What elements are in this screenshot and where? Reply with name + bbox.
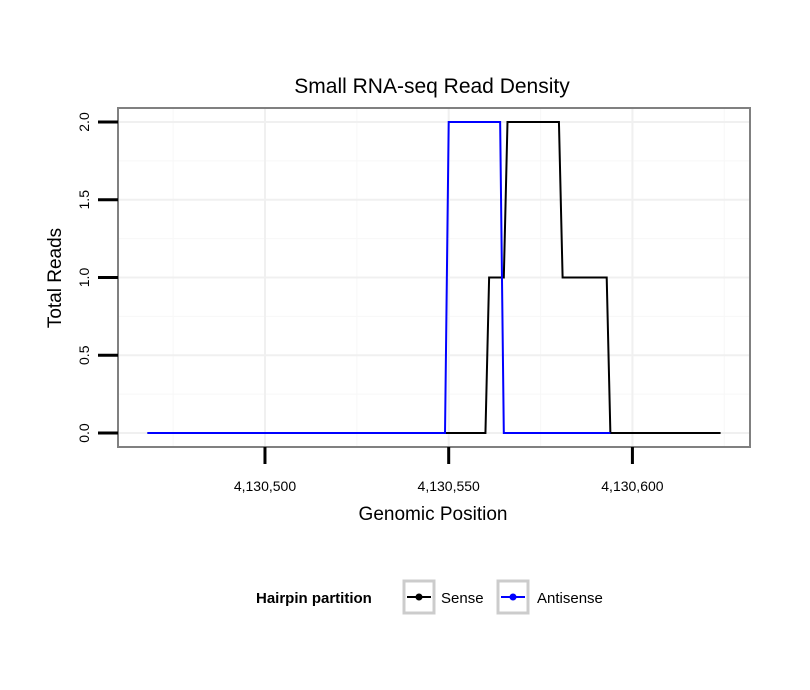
chart-title: Small RNA-seq Read Density <box>294 75 570 98</box>
grid-lines <box>118 108 750 447</box>
series-layer <box>147 121 721 434</box>
y-axis: 0.0 0.5 1.0 1.5 2.0 <box>76 112 118 443</box>
series-line-antisense <box>147 121 611 434</box>
y-tick-label-1: 0.5 <box>76 345 92 365</box>
y-tick-label-2: 1.0 <box>76 268 92 288</box>
x-tick-label-1: 4,130,550 <box>418 478 480 494</box>
y-tick-label-3: 1.5 <box>76 190 92 210</box>
legend-label-sense: Sense <box>441 590 484 607</box>
legend-label-antisense: Antisense <box>537 590 603 607</box>
y-tick-label-0: 0.0 <box>76 423 92 443</box>
legend-key-sense-point <box>415 593 423 601</box>
y-axis-label: Total Reads <box>45 228 66 328</box>
x-axis-label: Genomic Position <box>359 504 508 525</box>
x-axis: 4,130,500 4,130,550 4,130,600 <box>234 447 664 494</box>
x-tick-label-0: 4,130,500 <box>234 478 296 494</box>
series-line-sense <box>147 121 721 434</box>
x-tick-label-2: 4,130,600 <box>601 478 663 494</box>
legend: Hairpin partition Sense Antisense <box>256 579 603 615</box>
legend-key-antisense-point <box>509 593 517 601</box>
y-tick-label-4: 2.0 <box>76 112 92 132</box>
legend-title: Hairpin partition <box>256 590 372 607</box>
